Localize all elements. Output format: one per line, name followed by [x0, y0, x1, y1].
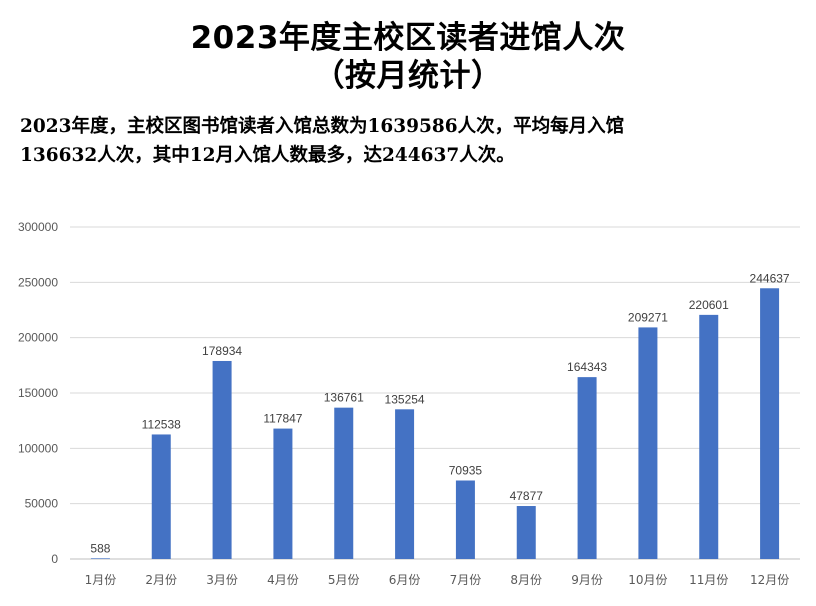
summary-line-2: 136632人次，其中12月入馆人数最多，达244637人次。	[20, 145, 515, 166]
bars	[90, 288, 780, 559]
x-tick-label: 10月份	[628, 573, 667, 587]
y-tick-label: 100000	[18, 441, 58, 455]
bar-3	[212, 360, 232, 559]
x-tick-label: 9月份	[571, 573, 603, 587]
data-label-8: 47877	[510, 489, 544, 503]
bar-7	[455, 480, 475, 559]
bar-4	[273, 428, 293, 559]
data-label-12: 244637	[750, 271, 790, 285]
bar-8	[516, 506, 536, 559]
data-label-11: 220601	[689, 298, 729, 312]
x-tick-label: 6月份	[389, 573, 421, 587]
bar-9	[577, 377, 597, 559]
bar-12	[760, 288, 780, 559]
data-label-7: 70935	[449, 463, 483, 477]
y-axis-ticks: 0 50000 100000 150000 200000 250000 300000	[18, 220, 58, 566]
x-tick-label: 1月份	[85, 573, 117, 587]
x-tick-label: 4月份	[267, 573, 299, 587]
data-label-4: 117847	[263, 412, 302, 426]
data-label-10: 209271	[628, 310, 668, 324]
y-tick-label: 150000	[18, 386, 58, 400]
x-tick-label: 12月份	[750, 573, 789, 587]
y-tick-label: 0	[51, 552, 58, 566]
summary-line-1: 2023年度，主校区图书馆读者入馆总数为1639586人次，平均每月入馆	[20, 116, 625, 137]
x-tick-label: 7月份	[450, 573, 482, 587]
data-label-6: 135254	[385, 392, 425, 406]
x-tick-label: 8月份	[510, 573, 542, 587]
bar-11	[699, 314, 719, 559]
y-tick-label: 50000	[25, 497, 59, 511]
bar-1	[90, 558, 110, 559]
data-label-2: 112538	[142, 417, 181, 431]
x-tick-label: 3月份	[206, 573, 238, 587]
x-tick-label: 5月份	[328, 573, 360, 587]
chart-subtitle: （按月统计）	[313, 58, 503, 94]
y-tick-label: 200000	[18, 331, 58, 345]
bar-2	[151, 434, 171, 559]
bar-5	[334, 407, 354, 559]
chart-title: 2023年度主校区读者进馆人次	[190, 20, 626, 56]
data-labels: 588 112538 178934 117847 136761 135254 70935 47…	[90, 271, 790, 555]
data-label-1: 588	[90, 541, 110, 555]
y-tick-label: 300000	[18, 220, 58, 234]
bar-6	[395, 409, 415, 559]
gridlines	[70, 226, 800, 560]
y-tick-label: 250000	[18, 275, 58, 289]
bar-10	[638, 327, 658, 559]
data-label-9: 164343	[567, 360, 607, 374]
data-label-3: 178934	[202, 344, 242, 358]
x-axis-ticks: 1月份 2月份 3月份 4月份 5月份 6月份 7月份 8月份 9月份 10月份 11月份 12月份	[85, 573, 790, 587]
x-tick-label: 2月份	[145, 573, 177, 587]
x-tick-label: 11月份	[689, 573, 728, 587]
data-label-5: 136761	[324, 391, 364, 405]
